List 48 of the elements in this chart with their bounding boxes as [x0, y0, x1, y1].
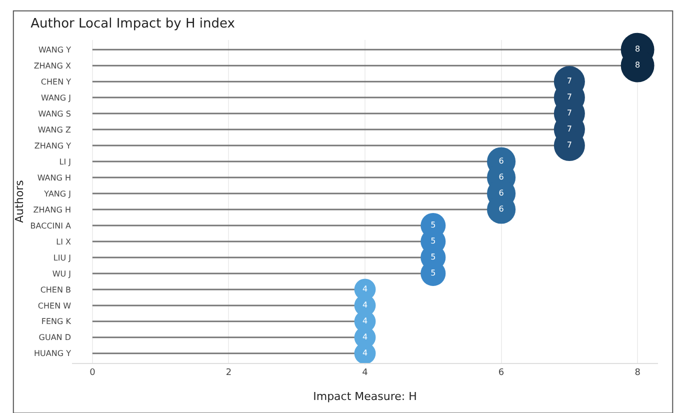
data-label: 5: [430, 268, 436, 278]
y-tick-label: GUAN D: [38, 333, 71, 342]
x-axis-title: Impact Measure: H: [313, 390, 417, 403]
data-label: 8: [635, 60, 640, 70]
y-tick-label: WANG H: [37, 173, 71, 182]
data-label: 4: [362, 348, 368, 358]
x-tick-label: 0: [90, 368, 96, 378]
y-tick-label: WANG Z: [38, 125, 72, 134]
data-label: 7: [566, 76, 572, 86]
y-tick-label: ZHANG X: [34, 61, 72, 70]
y-tick-label: HUANG Y: [34, 349, 72, 358]
y-tick-label: WANG S: [38, 109, 71, 118]
data-label: 4: [362, 332, 368, 342]
y-tick-label: ZHANG H: [33, 205, 71, 214]
y-tick-label: FENG K: [41, 317, 72, 326]
y-tick-label: CHEN B: [40, 285, 71, 294]
data-label: 5: [430, 236, 436, 246]
data-label: 5: [430, 220, 436, 230]
x-tick-label: 8: [634, 368, 641, 378]
data-label: 8: [635, 44, 640, 54]
y-tick-label: ZHANG Y: [34, 141, 72, 150]
y-tick-label: YANG J: [43, 189, 71, 198]
y-tick-label: LI J: [59, 157, 71, 166]
data-label: 4: [362, 316, 368, 326]
y-axis-title: Authors: [12, 180, 26, 223]
chart-title: Author Local Impact by H index: [30, 16, 236, 32]
data-label: 6: [498, 204, 504, 214]
y-tick-label: LIU J: [53, 253, 71, 262]
data-label: 7: [566, 108, 572, 118]
y-tick-label: WANG Y: [38, 45, 72, 54]
data-label: 4: [362, 284, 368, 294]
data-label: 6: [498, 172, 504, 182]
data-label: 6: [498, 188, 504, 198]
data-label: 7: [566, 124, 572, 134]
y-tick-label: CHEN Y: [40, 77, 72, 86]
y-tick-label: CHEN W: [38, 301, 72, 310]
data-label: 7: [566, 140, 572, 150]
y-tick-label: BACCINI A: [30, 221, 72, 230]
y-tick-label: WU J: [52, 269, 71, 278]
data-label: 4: [362, 300, 368, 310]
x-tick-label: 2: [226, 368, 232, 378]
data-label: 5: [430, 252, 436, 262]
x-tick-label: 4: [362, 368, 368, 378]
y-tick-label: WANG J: [40, 93, 71, 102]
y-tick-label: LI X: [56, 237, 72, 246]
data-label: 6: [498, 156, 504, 166]
data-label: 7: [566, 92, 572, 102]
x-tick-label: 6: [498, 368, 504, 378]
